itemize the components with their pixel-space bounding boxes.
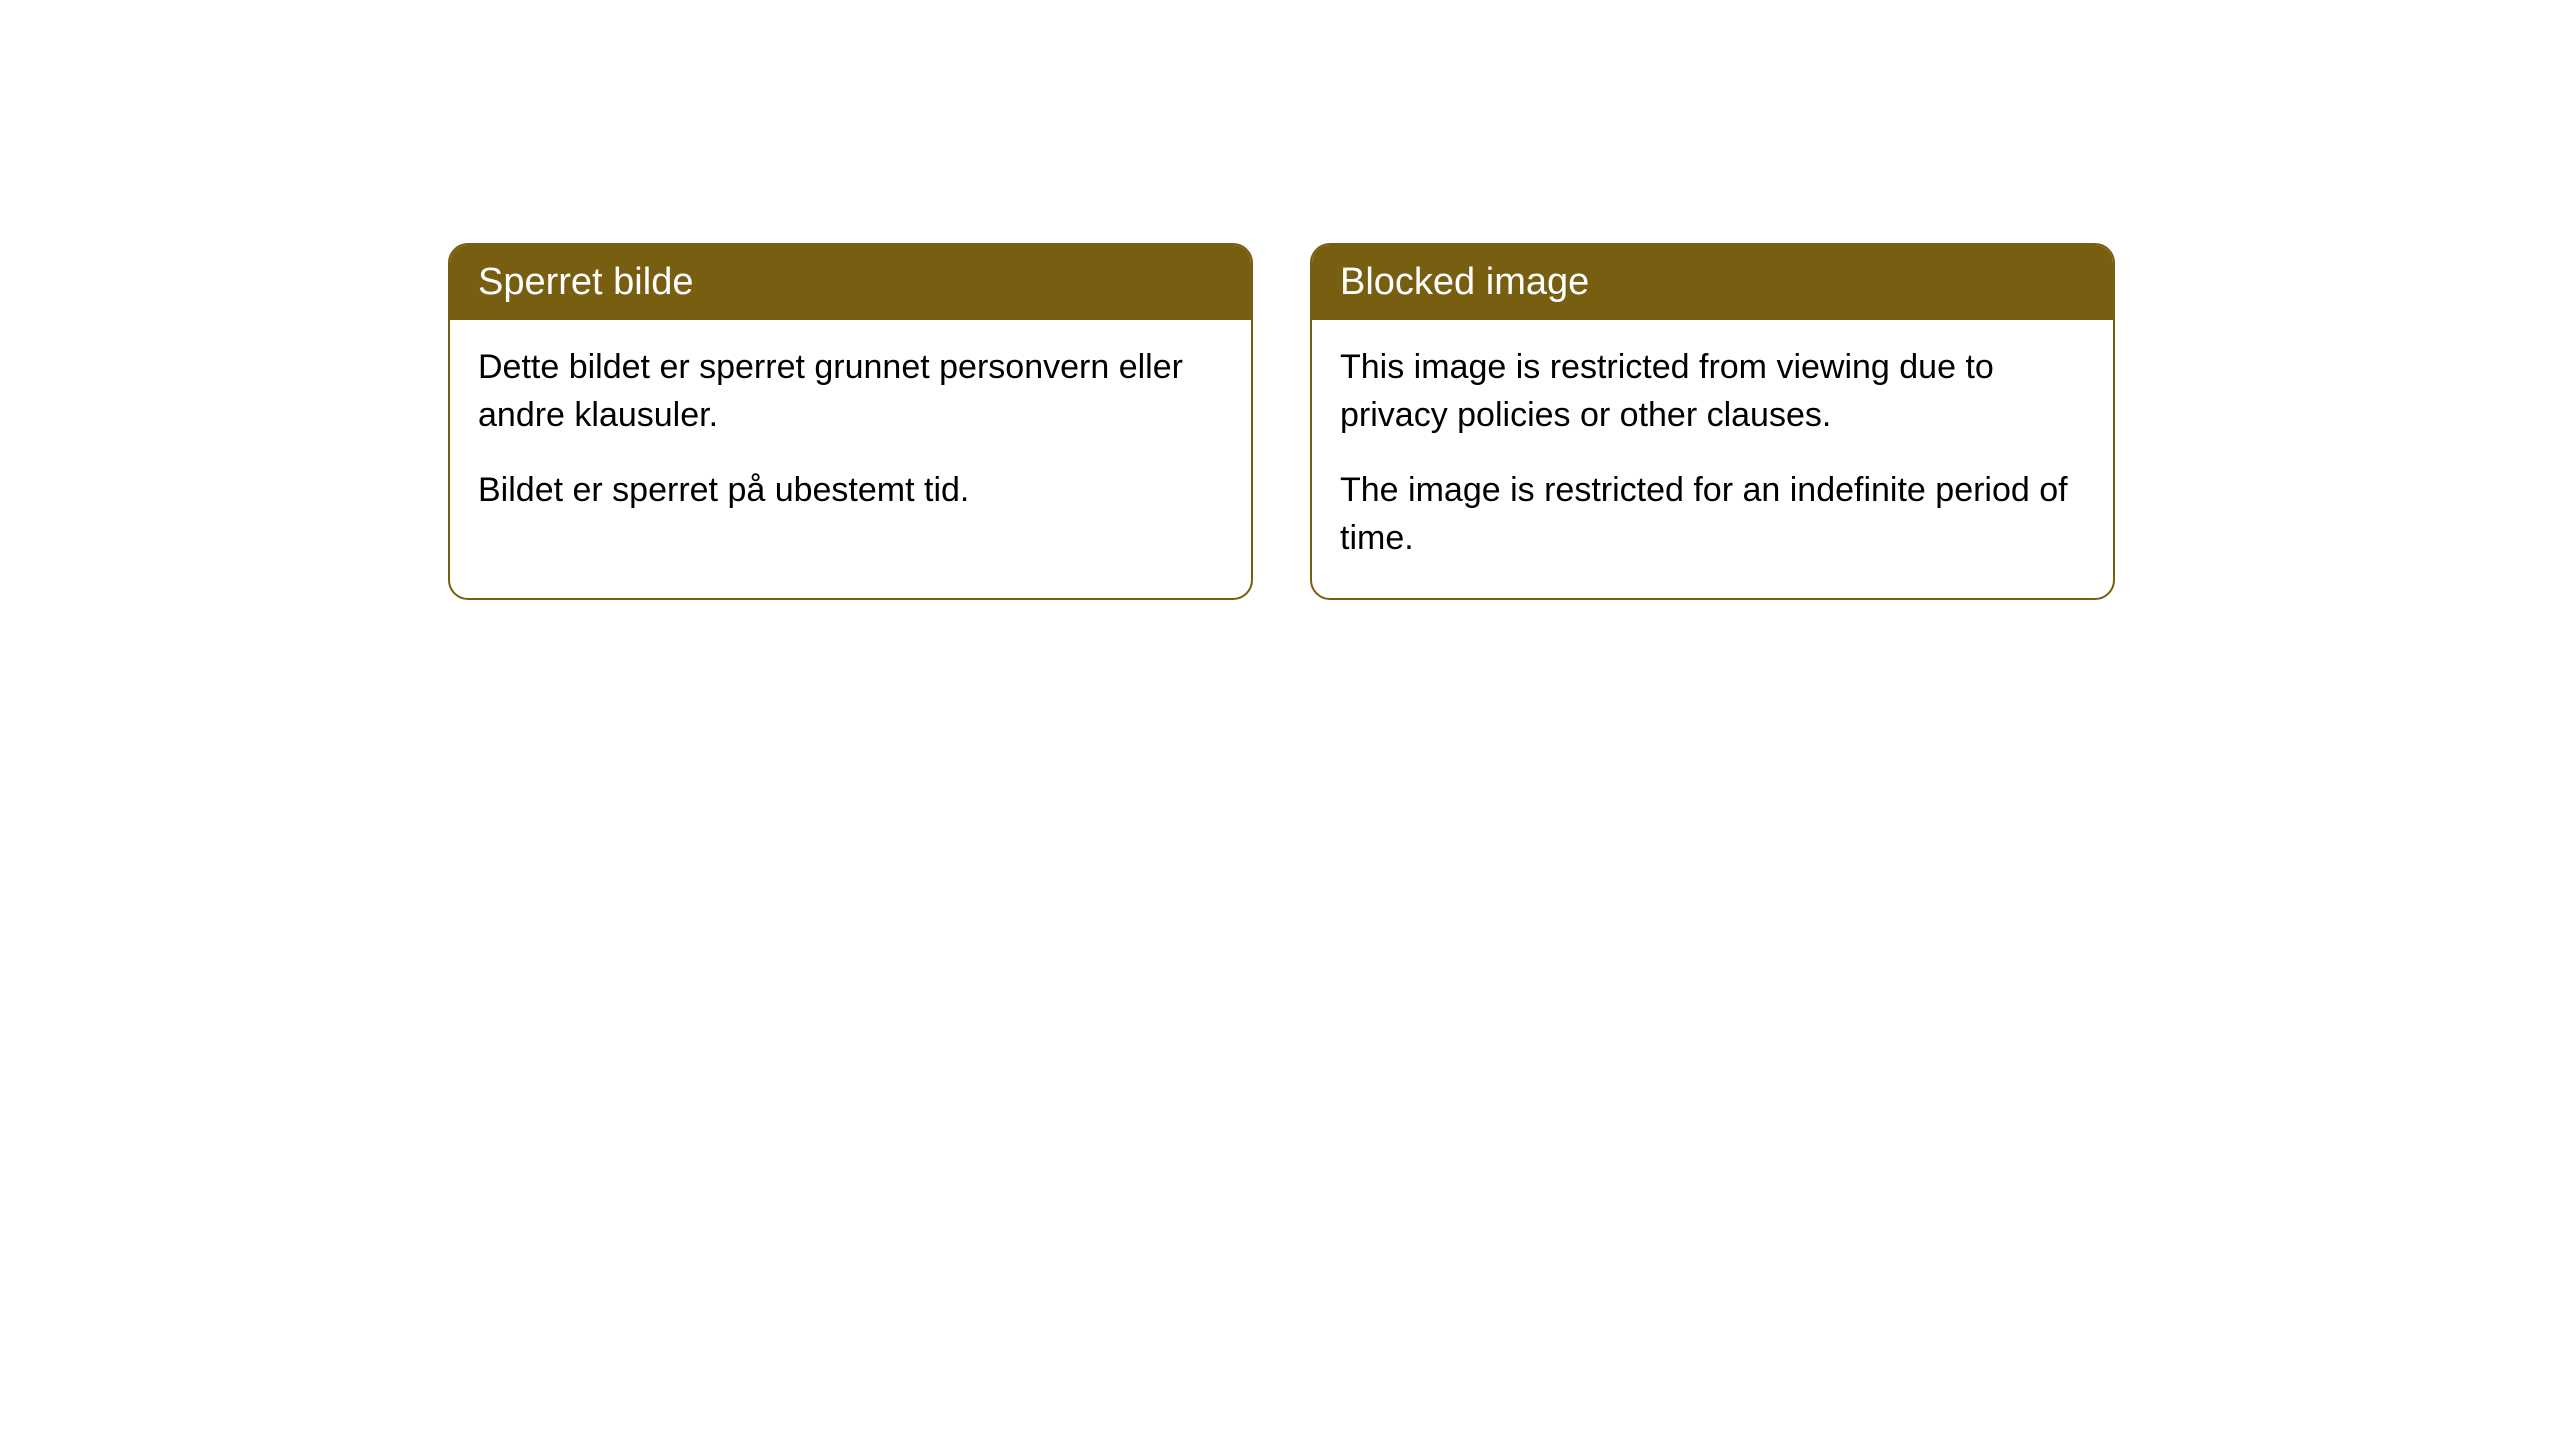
card-paragraph: Dette bildet er sperret grunnet personve… [478, 344, 1223, 439]
card-paragraph: This image is restricted from viewing du… [1340, 344, 2085, 439]
card-body-norwegian: Dette bildet er sperret grunnet personve… [450, 320, 1251, 551]
card-body-english: This image is restricted from viewing du… [1312, 320, 2113, 598]
card-header-english: Blocked image [1312, 245, 2113, 320]
card-title: Blocked image [1340, 261, 1589, 303]
notification-cards-container: Sperret bilde Dette bildet er sperret gr… [448, 243, 2115, 600]
card-header-norwegian: Sperret bilde [450, 245, 1251, 320]
blocked-image-card-english: Blocked image This image is restricted f… [1310, 243, 2115, 600]
card-title: Sperret bilde [478, 261, 693, 303]
card-paragraph: The image is restricted for an indefinit… [1340, 467, 2085, 562]
blocked-image-card-norwegian: Sperret bilde Dette bildet er sperret gr… [448, 243, 1253, 600]
card-paragraph: Bildet er sperret på ubestemt tid. [478, 467, 1223, 515]
